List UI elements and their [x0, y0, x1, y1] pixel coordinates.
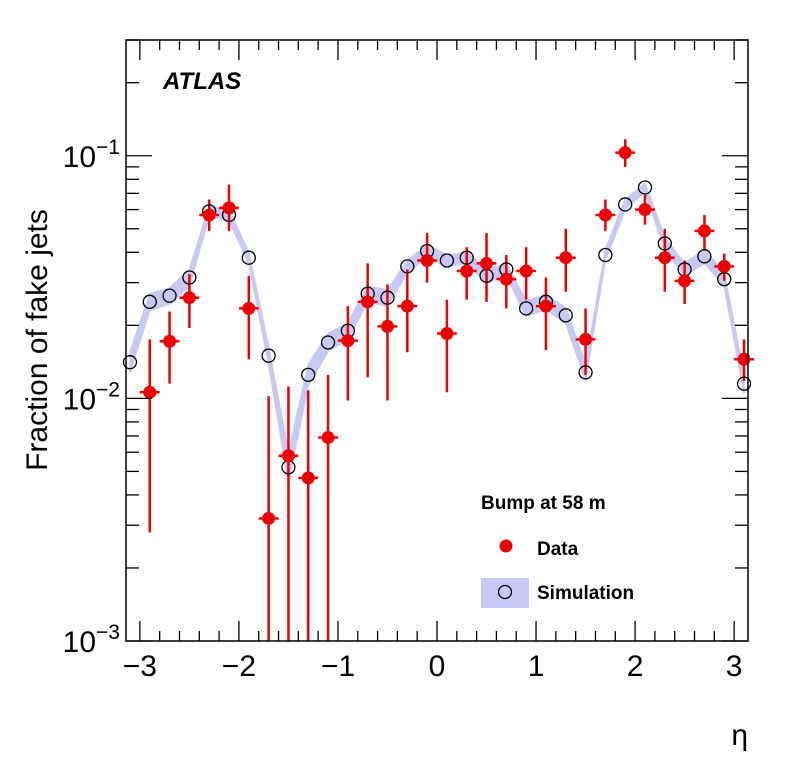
- data-point-4: [222, 201, 236, 215]
- data-point-13: [400, 299, 414, 313]
- data-point-10: [341, 334, 355, 348]
- data-point-26: [658, 251, 672, 265]
- simulation-point-7: [261, 348, 276, 363]
- simulation-point-22: [558, 308, 573, 323]
- x-tick-label: 2: [627, 650, 644, 683]
- data-point-25: [638, 203, 652, 217]
- x-tick-label: 0: [429, 650, 446, 683]
- data-point-18: [499, 272, 513, 286]
- legend-simulation-marker: [497, 584, 513, 600]
- simulation-point-14: [400, 259, 415, 274]
- legend-data-label: Data: [537, 539, 579, 560]
- simulation-point-3: [182, 270, 197, 285]
- simulation-point-25: [618, 197, 633, 212]
- data-point-22: [579, 332, 593, 346]
- data-point-11: [361, 295, 375, 309]
- simulation-point-2: [162, 288, 177, 303]
- legend-data-marker: [499, 539, 513, 553]
- data-point-23: [598, 208, 612, 222]
- x-tick-label: −2: [222, 650, 256, 683]
- simulation-point-20: [518, 301, 534, 316]
- data-point-1: [163, 334, 177, 348]
- data-point-21: [559, 251, 573, 265]
- simulation-point-9: [301, 367, 316, 383]
- simulation-point-6: [241, 250, 256, 265]
- y-tick-label: 10−3: [63, 621, 120, 659]
- x-tick-label: −1: [321, 650, 355, 683]
- x-tick-label: 1: [528, 650, 545, 683]
- data-point-27: [678, 274, 692, 288]
- simulation-point-10: [320, 335, 336, 350]
- simulation-point-24: [598, 247, 613, 263]
- y-axis-label: Fraction of fake jets: [21, 209, 54, 471]
- data-point-2: [182, 291, 196, 305]
- data-point-12: [380, 319, 394, 333]
- simulation-point-0: [122, 355, 138, 370]
- simulation-point-16: [439, 253, 455, 268]
- simulation-point-13: [380, 290, 395, 305]
- simulation-point-27: [657, 236, 672, 251]
- data-point-7: [281, 449, 295, 463]
- data-point-9: [321, 430, 335, 444]
- simulation-point-23: [578, 365, 593, 380]
- data-point-8: [301, 471, 315, 485]
- simulation-point-1: [142, 294, 157, 309]
- data-point-19: [519, 264, 533, 278]
- marker-layer: [122, 146, 752, 525]
- simulation-band: [129, 182, 745, 484]
- data-point-5: [242, 301, 256, 315]
- data-point-29: [717, 259, 731, 273]
- atlas-label: ATLAS: [162, 68, 241, 95]
- simulation-point-26: [637, 180, 653, 195]
- simulation-point-31: [736, 376, 752, 391]
- simulation-point-17: [459, 250, 474, 265]
- data-point-17: [480, 256, 494, 270]
- data-point-0: [143, 385, 157, 399]
- legend-title: Bump at 58 m: [481, 493, 606, 514]
- y-tick-label: 10−2: [63, 378, 120, 416]
- axis-tick-labels: −3 −2 −1 0 1 2 3 10−3 10−2 10−1: [63, 136, 743, 683]
- x-tick-label: −3: [123, 650, 157, 683]
- data-point-16: [460, 264, 474, 278]
- legend: Bump at 58 m Data Simulation: [481, 493, 634, 608]
- data-point-24: [618, 146, 632, 160]
- data-point-3: [202, 208, 216, 222]
- data-point-14: [420, 254, 434, 268]
- simulation-point-29: [697, 249, 712, 264]
- data-point-15: [440, 327, 454, 341]
- x-tick-label: 3: [726, 650, 743, 683]
- axis-ticks: [126, 39, 748, 642]
- data-point-6: [262, 511, 276, 525]
- simulation-band-layer: [129, 182, 745, 484]
- legend-simulation-band: [481, 578, 529, 608]
- x-axis-label: η: [731, 719, 748, 752]
- y-tick-label: 10−1: [63, 136, 120, 174]
- data-point-20: [539, 299, 553, 313]
- data-point-28: [697, 224, 711, 238]
- legend-simulation-label: Simulation: [537, 583, 634, 604]
